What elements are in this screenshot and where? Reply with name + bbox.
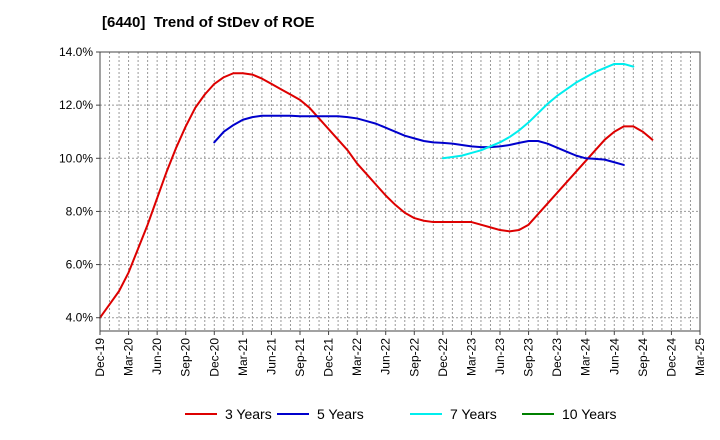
x-tick-label: Mar-21 <box>236 338 250 376</box>
x-tick-label: Jun-22 <box>379 338 393 375</box>
series-line-7-years <box>441 62 635 160</box>
x-tick-label: Dec-19 <box>93 338 107 377</box>
legend-label-3-years: 3 Years <box>225 406 272 422</box>
series-line-5-years <box>213 114 625 166</box>
x-tick-label: Mar-20 <box>122 338 136 376</box>
y-tick-label: 14.0% <box>59 45 93 59</box>
y-tick-label: 12.0% <box>59 98 93 112</box>
x-tick-label: Sep-21 <box>293 338 307 377</box>
x-tick-label: Mar-25 <box>693 338 707 376</box>
y-tick-label: 8.0% <box>66 204 94 218</box>
y-tick-label: 6.0% <box>66 258 94 272</box>
legend-label-7-years: 7 Years <box>450 406 497 422</box>
x-tick-label: Mar-23 <box>464 338 478 376</box>
series-layer <box>99 62 654 319</box>
legend-label-5-years: 5 Years <box>317 406 364 422</box>
x-tick-label: Jun-21 <box>264 338 278 375</box>
x-tick-label: Sep-24 <box>636 338 650 377</box>
chart-legend: 3 Years 5 Years 7 Years 10 Years <box>185 406 617 422</box>
grid-layer <box>100 51 700 331</box>
series-line-3-years <box>99 72 654 319</box>
y-tick-label: 10.0% <box>59 151 93 165</box>
x-tick-label: Jun-20 <box>150 338 164 375</box>
x-tick-label: Jun-23 <box>493 338 507 375</box>
x-tick-label: Sep-22 <box>407 338 421 377</box>
x-tick-label: Mar-24 <box>579 338 593 376</box>
x-tick-label: Mar-22 <box>350 338 364 376</box>
axis-layer: 4.0% 6.0% 8.0% 10.0% 12.0% 14.0% Dec-19 Mar-20 J… <box>59 45 707 377</box>
chart-title: [6440] Trend of StDev of ROE <box>102 14 315 31</box>
plot-frame <box>99 51 701 332</box>
x-tick-label: Dec-22 <box>436 338 450 377</box>
y-tick-label: 4.0% <box>66 311 94 325</box>
x-tick-label: Dec-24 <box>664 338 678 377</box>
x-tick-label: Sep-20 <box>179 338 193 377</box>
x-tick-label: Dec-20 <box>207 338 221 377</box>
x-tick-label: Jun-24 <box>607 338 621 375</box>
x-tick-label: Sep-23 <box>522 338 536 377</box>
legend-label-10-years: 10 Years <box>562 406 617 422</box>
x-tick-label: Dec-23 <box>550 338 564 377</box>
x-tick-label: Dec-21 <box>322 338 336 377</box>
